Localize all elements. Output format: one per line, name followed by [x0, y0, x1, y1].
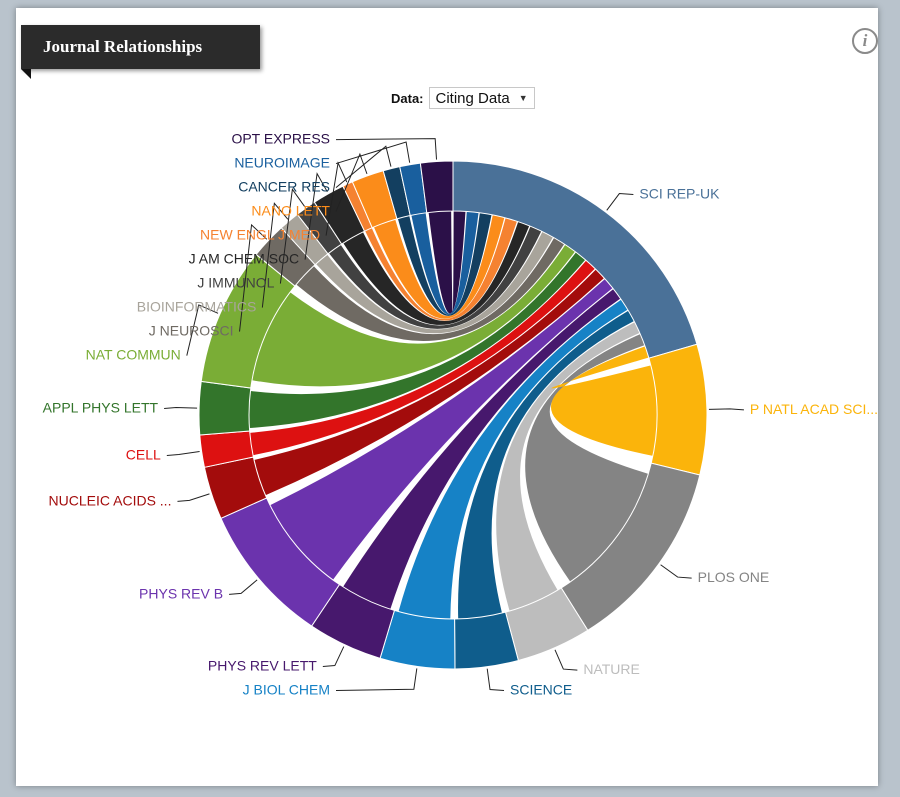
leader-sci-rep-uk [606, 193, 634, 211]
label-plos-one[interactable]: PLOS ONE [698, 569, 770, 585]
data-label: Data: [391, 90, 424, 106]
leader-group [164, 138, 744, 692]
chord-p-natl-acad-sci[interactable] [550, 346, 657, 456]
leader-cancer-res [335, 145, 392, 188]
label-nucleic-acids[interactable]: NUCLEIC ACIDS ... [49, 492, 172, 508]
leader-nat-commun [186, 304, 219, 356]
leader-opt-express [335, 138, 438, 160]
label-sci-rep-uk[interactable]: SCI REP-UK [639, 186, 720, 202]
label-science[interactable]: SCIENCE [510, 682, 572, 698]
info-icon[interactable]: i [852, 28, 878, 54]
arc-group [198, 160, 708, 670]
arc-p-natl-acad-sci[interactable] [648, 343, 708, 476]
label-opt-express[interactable]: OPT EXPRESS [231, 131, 330, 147]
label-phys-rev-b[interactable]: PHYS REV B [139, 585, 223, 601]
label-nat-commun[interactable]: NAT COMMUN [86, 347, 181, 363]
label-new-engl-j-med[interactable]: NEW ENGL J MED [200, 227, 320, 243]
leader-appl-phys-lett [164, 407, 198, 410]
label-appl-phys-lett[interactable]: APPL PHYS LETT [43, 400, 159, 416]
chord-bioinformatics[interactable] [315, 231, 553, 334]
label-nano-lett[interactable]: NANO LETT [251, 203, 330, 219]
leader-plos-one [660, 564, 692, 579]
leader-neuroimage [335, 141, 411, 165]
label-phys-rev-lett[interactable]: PHYS REV LETT [208, 658, 317, 674]
data-control: Data: Citing Data ▼ [391, 87, 535, 109]
label-j-am-chem-soc[interactable]: J AM CHEM SOC [189, 251, 299, 267]
chord-j-am-chem-soc[interactable] [343, 221, 530, 325]
leader-phys-rev-lett [322, 646, 345, 668]
chord-j-neurosci[interactable] [296, 237, 565, 341]
label-neuroimage[interactable]: NEUROIMAGE [234, 155, 330, 171]
leader-nucleic-acids [177, 493, 210, 502]
leader-bioinformatics [261, 202, 289, 308]
leader-nature [554, 649, 578, 671]
label-j-immunol[interactable]: J IMMUNOL [197, 275, 274, 291]
chord-cancer-res[interactable] [397, 212, 492, 316]
title-tab-fold [21, 69, 31, 79]
chevron-down-icon: ▼ [518, 93, 528, 103]
chord-nucleic-acids[interactable] [254, 269, 605, 496]
chord-phys-rev-b[interactable] [270, 278, 613, 580]
chord-science[interactable] [458, 310, 635, 619]
label-group: SCI REP-UK P NATL ACAD SCI... PLOS ONE NATU… [43, 131, 878, 698]
chord-plos-one[interactable] [525, 334, 649, 582]
label-cancer-res[interactable]: CANCER RES [238, 179, 330, 195]
chord-nat-commun[interactable] [251, 244, 576, 387]
label-p-natl-acad-sci[interactable]: P NATL ACAD SCI... [750, 401, 878, 417]
chord-nature[interactable] [496, 322, 640, 611]
chord-phys-rev-lett[interactable] [343, 289, 621, 610]
leader-new-engl-j-med [325, 161, 348, 236]
chord-opt-express[interactable] [428, 211, 466, 314]
leader-j-neurosci [239, 223, 268, 332]
leader-j-am-chem-soc [304, 172, 328, 260]
data-select-value: Citing Data [435, 89, 510, 107]
leader-science [486, 668, 505, 692]
label-cell[interactable]: CELL [126, 446, 161, 462]
chord-group [248, 211, 657, 619]
arc-opt-express[interactable] [419, 160, 454, 214]
label-j-neurosci[interactable]: J NEUROSCI [149, 323, 234, 339]
leader-cell [166, 450, 200, 456]
arc-appl-phys-lett[interactable] [198, 380, 252, 436]
leader-j-immunol [279, 187, 305, 284]
label-bioinformatics[interactable]: BIOINFORMATICS [137, 299, 257, 315]
label-nature[interactable]: NATURE [583, 661, 640, 677]
chord-nano-lett[interactable] [373, 214, 505, 319]
leader-j-biol-chem [335, 668, 418, 692]
chord-j-immunol[interactable] [328, 226, 542, 329]
leader-p-natl-acad-sci [708, 408, 744, 411]
leader-phys-rev-b [229, 579, 258, 595]
data-select[interactable]: Citing Data ▼ [428, 87, 535, 109]
chord-new-engl-j-med[interactable] [365, 217, 517, 321]
chord-cell[interactable] [249, 260, 596, 456]
chord-j-biol-chem[interactable] [398, 299, 628, 619]
label-j-biol-chem[interactable]: J BIOL CHEM [243, 682, 330, 698]
panel-title: Journal Relationships [21, 25, 260, 69]
chord-appl-phys-lett[interactable] [248, 252, 586, 429]
leader-nano-lett [335, 152, 368, 212]
chord-neuroimage[interactable] [411, 211, 479, 315]
